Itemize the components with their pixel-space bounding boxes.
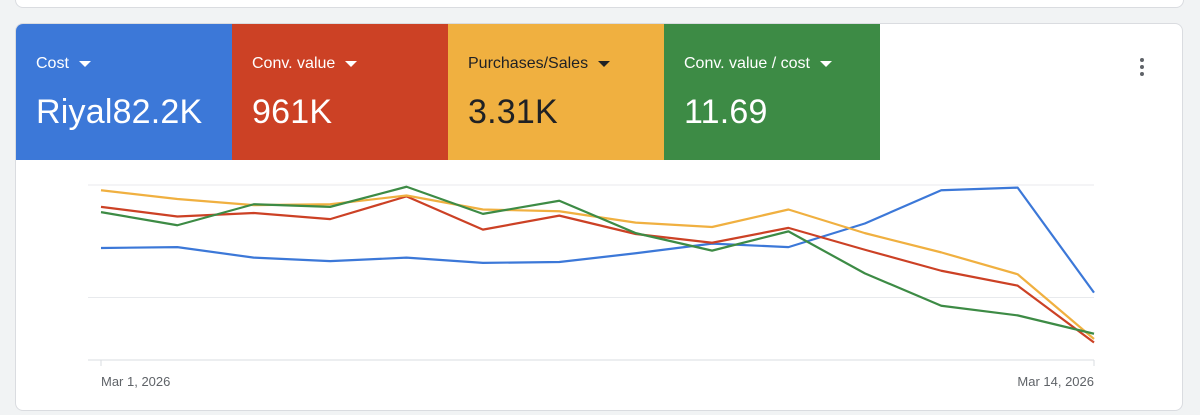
metric-label: Conv. value [252, 55, 336, 72]
metric-label: Conv. value / cost [684, 55, 810, 72]
metric-selector[interactable]: Conv. value [252, 54, 448, 74]
chart-grid [88, 184, 1094, 361]
metric-tiles: Cost Riyal82.2K Conv. value 961K Purchas… [16, 24, 880, 160]
performance-line-chart: Mar 1, 2026 Mar 14, 2026 [88, 184, 1095, 389]
series-line-conv-value-cost [100, 185, 1095, 335]
dropdown-arrow-icon[interactable] [345, 61, 358, 67]
dropdown-arrow-icon[interactable] [598, 61, 611, 67]
metric-value: 961K [252, 93, 333, 131]
dropdown-arrow-icon[interactable] [819, 61, 832, 67]
metric-value: 3.31K [468, 93, 558, 131]
metric-selector[interactable]: Conv. value / cost [684, 54, 880, 74]
metric-tile-conv-value-cost[interactable]: Conv. value / cost 11.69 [664, 24, 880, 160]
dropdown-arrow-icon[interactable] [78, 61, 91, 67]
metric-value: Riyal82.2K [36, 93, 203, 131]
metric-value: 11.69 [684, 93, 768, 131]
metric-tile-conv-value[interactable]: Conv. value 961K [232, 24, 448, 160]
previous-card [15, 0, 1184, 8]
more-vert-icon[interactable] [1129, 54, 1155, 80]
metric-label: Purchases/Sales [468, 55, 589, 72]
series-line-conv-value [100, 195, 1095, 344]
x-axis: Mar 1, 2026 Mar 14, 2026 [100, 360, 1095, 389]
metric-label: Cost [36, 55, 69, 72]
metric-selector[interactable]: Cost [36, 54, 232, 74]
chart-series [100, 185, 1095, 344]
metric-tile-cost[interactable]: Cost Riyal82.2K [16, 24, 232, 160]
metric-tile-purchases-sales[interactable]: Purchases/Sales 3.31K [448, 24, 664, 160]
x-tick-label: Mar 1, 2026 [101, 374, 170, 389]
performance-card: Cost Riyal82.2K Conv. value 961K Purchas… [15, 23, 1183, 411]
x-tick-label: Mar 14, 2026 [1017, 374, 1094, 389]
metric-selector[interactable]: Purchases/Sales [468, 54, 664, 74]
series-line-cost [100, 186, 1095, 294]
